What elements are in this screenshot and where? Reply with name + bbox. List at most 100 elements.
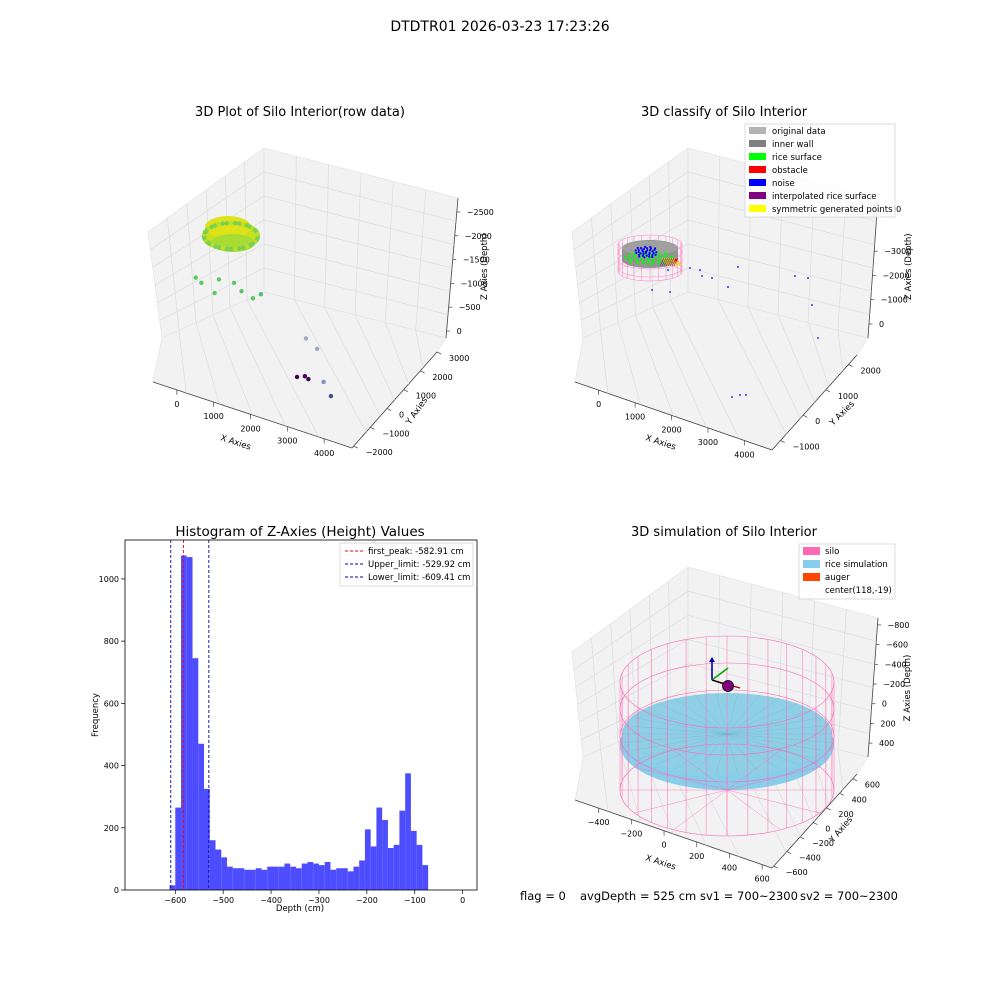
silo-floor-wire bbox=[673, 750, 728, 791]
sim-x-tick-label: 600 bbox=[755, 875, 770, 884]
raw-x-tick-label: 4000 bbox=[314, 449, 334, 458]
rice-mesh-line bbox=[656, 703, 728, 735]
symmetric-points bbox=[667, 257, 675, 267]
grid-line bbox=[415, 330, 424, 369]
noise-cluster-point bbox=[648, 253, 651, 256]
noise-point bbox=[711, 277, 713, 279]
histogram-bar bbox=[290, 866, 296, 890]
raw-scatter-title: 3D Plot of Silo Interior(row data) bbox=[195, 105, 405, 120]
noise-cluster-point bbox=[649, 245, 652, 249]
noise-point bbox=[701, 275, 703, 277]
raw-cloud-point bbox=[224, 246, 230, 252]
grid-line bbox=[807, 322, 829, 387]
rice-mesh-line bbox=[726, 717, 823, 735]
rice-surface-point bbox=[657, 260, 660, 263]
classify-y-tick-label: 2000 bbox=[861, 367, 881, 376]
raw-y-tick-mark bbox=[436, 351, 442, 355]
histogram-bar bbox=[353, 866, 360, 890]
auger-center-point bbox=[722, 680, 734, 692]
silo-wireframe bbox=[619, 635, 835, 837]
auger-y-arrow bbox=[711, 667, 729, 681]
histogram-bar bbox=[198, 743, 205, 890]
classify-legend-frame bbox=[744, 123, 896, 218]
histogram-title: Histogram of Z-Axies (Height) Values bbox=[175, 524, 424, 540]
raw-point-cloud bbox=[201, 216, 261, 252]
simulation-legend-swatch bbox=[803, 560, 820, 568]
classify-legend-label: rice surface bbox=[772, 153, 822, 163]
sim-x-tick-label: 200 bbox=[689, 852, 704, 861]
rice-surface-point bbox=[659, 259, 662, 262]
simulation-legend-swatch bbox=[803, 547, 820, 555]
classify-z-partial-tick: 00 bbox=[891, 205, 901, 214]
raw-y-tick-label: 2000 bbox=[432, 373, 452, 382]
noise-point bbox=[811, 304, 813, 306]
classify-x-tick-label: 1000 bbox=[625, 413, 645, 422]
histogram-bar bbox=[278, 866, 285, 890]
histogram-bar bbox=[238, 868, 245, 890]
raw-y-tick-label: −2000 bbox=[366, 448, 393, 457]
simulation-legend-swatch bbox=[803, 573, 820, 581]
rice-surface-point bbox=[665, 253, 668, 256]
noise-cluster-point bbox=[637, 253, 641, 257]
noise-cluster-point bbox=[641, 249, 644, 252]
silo-floor-wire bbox=[726, 766, 820, 791]
noise-point bbox=[727, 286, 729, 288]
interpolated-points bbox=[667, 257, 673, 267]
noise-point bbox=[689, 267, 691, 269]
histogram-legend: first_peak: -582.91 cm Upper_limit: -529.… bbox=[339, 542, 474, 587]
rice-mesh-line bbox=[631, 717, 728, 735]
histogram-legend-label: Lower_limit: -609.41 cm bbox=[368, 573, 470, 583]
rice-surface-point bbox=[652, 259, 655, 262]
noise-cluster-point bbox=[634, 249, 637, 252]
sim-y-tick-mark bbox=[799, 836, 805, 840]
raw-cloud-point bbox=[240, 222, 246, 227]
classify-x-tick-label: 0 bbox=[596, 400, 601, 409]
classify-legend-swatch bbox=[749, 192, 766, 199]
simulation-legend-label: rice simulation bbox=[825, 560, 888, 570]
simulation-zlabel: Z Axies (Depth) bbox=[903, 655, 913, 722]
noise-cluster-point bbox=[655, 251, 658, 254]
raw-cloud-point bbox=[216, 222, 222, 227]
raw-scatter-panel: 3D Plot of Silo Interior(row data) 0 1000… bbox=[147, 105, 494, 458]
noise-point bbox=[669, 291, 671, 293]
classify-legend-label: noise bbox=[772, 179, 795, 189]
status-flag: flag = 0 bbox=[520, 889, 566, 903]
histogram-y-tick-label: 1000 bbox=[99, 575, 119, 584]
rice-surface-point bbox=[657, 262, 660, 265]
noise-cluster-point bbox=[646, 249, 649, 252]
sim-y-tick-label: 600 bbox=[865, 781, 880, 790]
raw-data-point bbox=[294, 374, 300, 380]
simulation-legend-label: silo bbox=[825, 547, 839, 557]
histogram-bar bbox=[416, 844, 423, 890]
noise-cluster-point bbox=[637, 250, 640, 254]
noise-cluster-point bbox=[648, 255, 651, 258]
raw-data-point bbox=[258, 292, 264, 297]
classify-legend-label: original data bbox=[772, 127, 826, 137]
noise-point bbox=[807, 277, 809, 279]
grid-line bbox=[575, 614, 875, 688]
rice-surface-point bbox=[639, 257, 642, 261]
rice-surface-point bbox=[655, 255, 658, 259]
classify-x-tick-label: 4000 bbox=[734, 450, 754, 459]
silo-floor-wire bbox=[726, 750, 781, 791]
classify-y-tick-label: 0 bbox=[815, 417, 820, 426]
symmetric-points bbox=[663, 257, 671, 267]
rice-surface-point bbox=[658, 254, 662, 257]
raw-z-tick-label: −2000 bbox=[465, 232, 492, 241]
rice-surface-point bbox=[631, 258, 634, 261]
rice-mesh-line bbox=[694, 694, 728, 735]
grid-line bbox=[777, 314, 815, 403]
simulation-legend-label: auger bbox=[825, 573, 850, 583]
silo-floor-wire bbox=[634, 766, 728, 791]
rice-mesh-line bbox=[726, 733, 760, 774]
rice-mesh-line bbox=[726, 733, 780, 770]
sim-z-tick-label: −800 bbox=[888, 621, 910, 630]
rice-surface-point bbox=[625, 257, 628, 260]
sim-z-tick-label: −400 bbox=[885, 660, 907, 669]
histogram-bar bbox=[347, 871, 354, 890]
noise-point bbox=[745, 394, 747, 396]
histogram-frame bbox=[124, 539, 478, 891]
grid-line bbox=[837, 330, 844, 371]
rice-mesh-line bbox=[726, 733, 823, 751]
classify-z-tick-label: 0 bbox=[879, 320, 884, 329]
